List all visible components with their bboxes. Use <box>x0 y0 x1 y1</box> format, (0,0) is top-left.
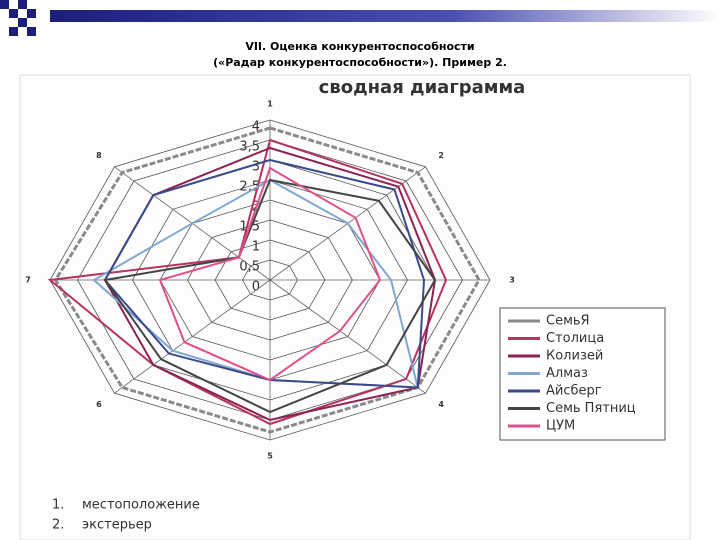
axis-label: 3 <box>509 276 515 285</box>
radial-tick-label: 4 <box>252 120 260 135</box>
legend-label: Айсберг <box>546 384 602 399</box>
axis-label: 2 <box>438 151 444 160</box>
axis-label: 6 <box>96 400 102 409</box>
slide-subtitle: («Радар конкурентоспособности»). Пример … <box>213 56 507 69</box>
legend-label: СемьЯ <box>546 314 590 329</box>
radial-tick-label: 3 <box>252 160 260 175</box>
radial-tick-label: 0,5 <box>239 260 260 275</box>
series-line <box>158 166 382 382</box>
series-line <box>47 138 448 426</box>
note-text: экстерьер <box>82 518 152 533</box>
axis-spoke <box>269 279 426 394</box>
decoration <box>0 0 720 36</box>
radial-tick-label: 1 <box>252 240 260 255</box>
legend-label: Столица <box>546 331 604 346</box>
series-line <box>53 126 481 434</box>
legend-label: Колизей <box>546 349 603 364</box>
axis-label: 4 <box>438 400 444 409</box>
radial-tick-label: 3,5 <box>239 140 260 155</box>
chart-title: сводная диаграмма <box>319 77 526 98</box>
radial-tick-label: 2,5 <box>239 180 260 195</box>
axis-label: 8 <box>96 151 102 160</box>
legend-label: ЦУМ <box>546 419 575 434</box>
series-line <box>103 178 437 414</box>
legend-label: Алмаз <box>546 366 588 381</box>
slide-title: VII. Оценка конкурентоспособности <box>245 40 474 53</box>
legend-label: Семь Пятниц <box>546 401 636 416</box>
axis-label: 5 <box>267 452 273 461</box>
axis-spoke <box>114 279 271 394</box>
axis-label: 7 <box>25 276 31 285</box>
note-number: 1. <box>52 498 64 513</box>
note-number: 2. <box>52 518 64 533</box>
radial-tick-label: 0 <box>252 280 260 295</box>
axis-label: 1 <box>267 100 273 109</box>
note-text: местоположение <box>82 498 200 513</box>
